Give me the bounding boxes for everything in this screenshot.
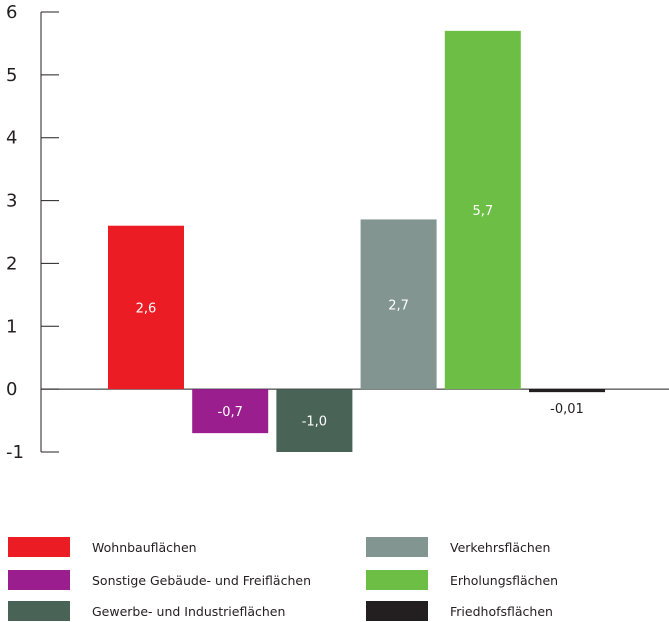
- data-label-5: 5,7: [472, 204, 493, 219]
- legend-item-friedhofsflaechen: Friedhofsflächen: [366, 600, 553, 622]
- legend-item-wohnbauflaechen: Wohnbauflächen: [8, 536, 197, 558]
- y-tick-label: -1: [6, 442, 24, 463]
- legend-swatch: [8, 537, 70, 557]
- y-tick-label: 4: [6, 128, 17, 149]
- data-label-4: 2,7: [388, 298, 409, 313]
- legend-swatch: [8, 601, 70, 621]
- legend-label: Wohnbauflächen: [92, 539, 197, 555]
- legend-label: Verkehrsflächen: [450, 539, 551, 555]
- bar-3: [276, 389, 353, 452]
- data-labels: 2,6 -0,7 -1,0 2,7 5,7 -0,01: [136, 204, 584, 430]
- y-tick-label: 6: [6, 2, 17, 23]
- legend-item-erholungsflaechen: Erholungsflächen: [366, 569, 558, 591]
- bars: [108, 30, 605, 452]
- bar-4: [360, 219, 437, 390]
- legend: Wohnbauflächen Sonstige Gebäude- und Fre…: [0, 532, 669, 621]
- y-tick-label: 2: [6, 253, 17, 274]
- y-tick-label: 5: [6, 65, 17, 86]
- bar-5: [444, 30, 521, 390]
- legend-item-sonstige-gebaeude: Sonstige Gebäude- und Freiflächen: [8, 569, 311, 591]
- data-label-2: -0,7: [218, 405, 243, 420]
- y-tick-label: 1: [6, 316, 17, 337]
- y-tick-label: 0: [6, 379, 17, 400]
- bar-2: [192, 389, 269, 434]
- data-label-6: -0,01: [550, 402, 584, 417]
- legend-item-verkehrsflaechen: Verkehrsflächen: [366, 536, 550, 558]
- legend-label: Friedhofsflächen: [450, 603, 553, 619]
- y-tick-label: 3: [6, 191, 17, 212]
- data-label-3: -1,0: [302, 415, 327, 430]
- legend-swatch: [8, 570, 70, 590]
- legend-swatch: [366, 537, 428, 557]
- legend-swatch: [366, 601, 428, 621]
- data-label-1: 2,6: [136, 301, 157, 316]
- legend-label: Gewerbe- und Industrieflächen: [92, 603, 286, 619]
- legend-swatch: [366, 570, 428, 590]
- bar-6: [529, 389, 605, 393]
- bar-1: [108, 225, 184, 390]
- legend-item-gewerbe-industrie: Gewerbe- und Industrieflächen: [8, 600, 285, 622]
- legend-label: Sonstige Gebäude- und Freiflächen: [92, 572, 311, 588]
- bar-chart: 6 5 4 3 2 1 0 -1 2,6 -0,7 -1,0 2,7 5,7 -0,01: [6, 2, 669, 463]
- legend-label: Erholungsflächen: [450, 572, 559, 588]
